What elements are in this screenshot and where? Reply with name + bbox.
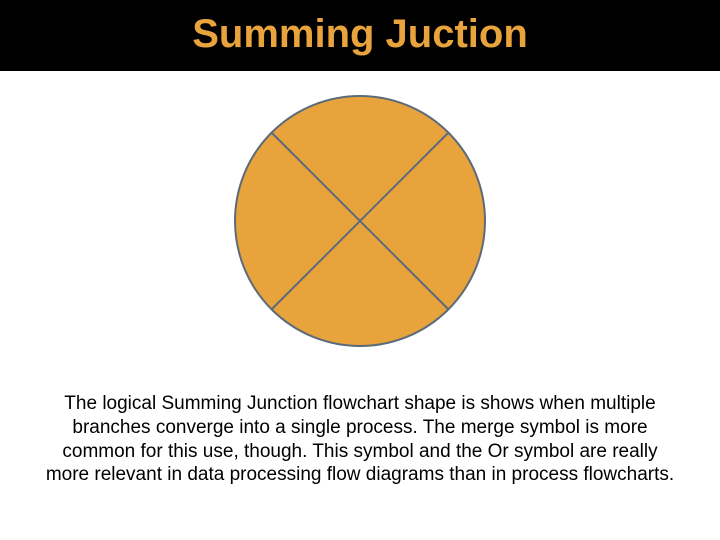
slide-title: Summing Juction — [0, 12, 720, 57]
summing-junction-icon — [230, 91, 490, 351]
symbol-container — [0, 91, 720, 351]
title-bar: Summing Juction — [0, 0, 720, 71]
description-text: The logical Summing Junction flowchart s… — [40, 392, 680, 487]
slide: Summing Juction The logical Summing Junc… — [0, 0, 720, 540]
